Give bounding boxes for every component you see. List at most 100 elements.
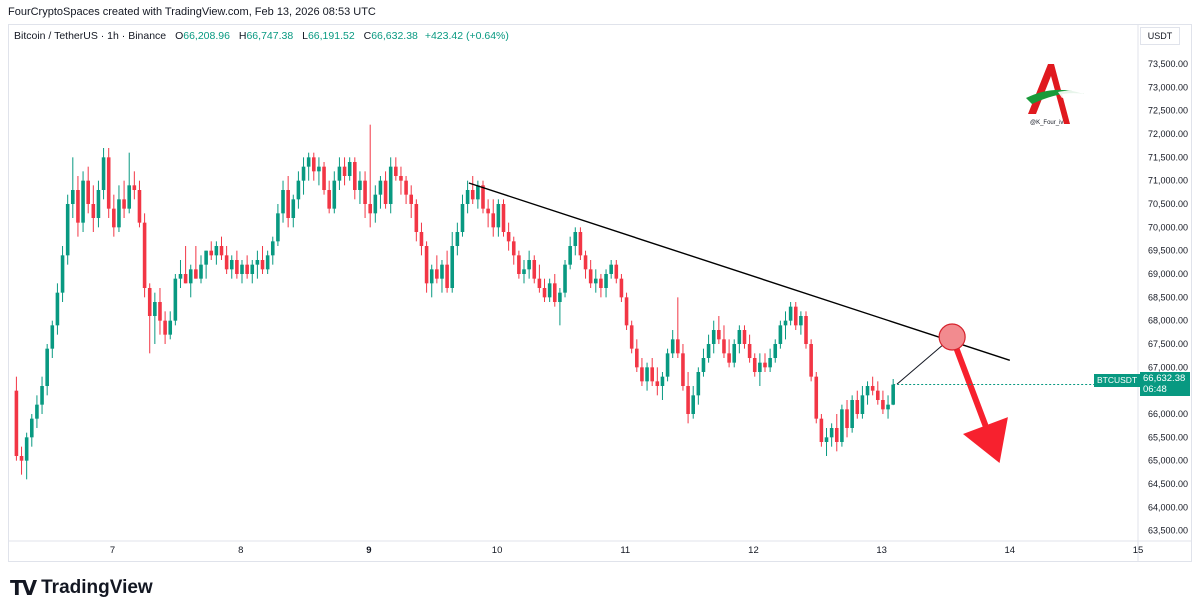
y-tick-label: 67,000.00	[1148, 362, 1188, 372]
candle-body	[306, 157, 311, 167]
ohlc-legend: Bitcoin / TetherUS · 1h · Binance O66,20…	[14, 30, 509, 42]
y-tick-label: 68,500.00	[1148, 292, 1188, 302]
tradingview-logo[interactable]: TV TradingView	[10, 576, 153, 600]
candle-body	[378, 180, 383, 195]
candle-body	[650, 367, 654, 382]
candle-body	[224, 255, 229, 270]
candle-body	[875, 390, 880, 400]
candle-body	[132, 185, 137, 190]
candle-body	[194, 269, 198, 279]
x-tick-label: 13	[876, 545, 887, 556]
candle-body	[706, 344, 711, 358]
y-tick-label: 73,500.00	[1148, 59, 1188, 69]
candle-body	[773, 344, 778, 358]
candle-body	[24, 437, 29, 461]
candle-body	[353, 162, 357, 190]
legend-open: 66,208.96	[183, 30, 230, 42]
candle-body	[814, 376, 819, 419]
candle-body	[81, 180, 85, 223]
candle-body	[476, 185, 480, 200]
candle-body	[142, 222, 147, 288]
y-tick-label: 65,000.00	[1148, 456, 1188, 466]
candle-body	[727, 353, 731, 363]
candle-body	[250, 264, 255, 274]
candle-body	[127, 185, 132, 209]
candle-body	[686, 386, 690, 414]
x-tick-label: 7	[110, 545, 115, 556]
y-tick-label: 71,500.00	[1148, 152, 1188, 162]
candle-body	[711, 330, 716, 344]
candle-body	[60, 255, 65, 293]
x-tick-label: 12	[748, 545, 759, 556]
candle-body	[153, 302, 157, 316]
candle-body	[455, 232, 460, 246]
candle-body	[855, 400, 860, 414]
candle-body	[281, 190, 285, 214]
candle-body	[245, 264, 249, 274]
candle-body	[742, 330, 747, 344]
author-watermark: @K_Four_iv	[1018, 58, 1094, 134]
chart-credit: FourCryptoSpaces created with TradingVie…	[8, 6, 376, 18]
candle-body	[865, 386, 870, 396]
candle-body	[527, 260, 531, 270]
candle-body	[840, 409, 844, 442]
y-tick-label: 72,500.00	[1148, 106, 1188, 116]
candle-body	[845, 409, 849, 428]
candle-body	[783, 320, 788, 326]
candle-body	[758, 362, 762, 372]
y-tick-label: 69,500.00	[1148, 246, 1188, 256]
candle-body	[265, 255, 270, 270]
legend-close-label: C	[363, 30, 372, 42]
candle-body	[850, 400, 854, 428]
candle-body	[424, 246, 429, 284]
candle-body	[363, 180, 367, 204]
candle-body	[301, 166, 306, 181]
candle-body	[834, 428, 839, 442]
candle-body	[886, 404, 890, 410]
candle-body	[96, 190, 101, 218]
candle-body	[655, 381, 660, 386]
legend-symbol[interactable]: Bitcoin / TetherUS · 1h · Binance	[14, 30, 167, 42]
candle-body	[204, 250, 208, 265]
candle-body	[29, 418, 34, 438]
candle-body	[635, 348, 639, 368]
candle-body	[640, 367, 644, 382]
candle-body	[332, 180, 337, 209]
candle-body	[558, 292, 562, 302]
candle-body	[270, 241, 275, 256]
y-tick-label: 67,500.00	[1148, 339, 1188, 349]
candle-body	[501, 204, 506, 232]
candle-body	[604, 274, 608, 288]
currency-selector[interactable]: USDT	[1140, 27, 1180, 45]
candle-body	[552, 283, 557, 302]
candle-body	[522, 269, 526, 274]
candle-body	[358, 180, 362, 190]
chart-frame	[8, 24, 1192, 562]
candle-body	[578, 232, 583, 256]
candle-body	[629, 325, 634, 349]
candle-body	[563, 264, 567, 293]
candle-body	[588, 269, 593, 284]
candle-body	[793, 306, 798, 326]
candle-body	[311, 157, 316, 172]
candle-body	[440, 264, 444, 279]
legend-change: +423.42 (+0.64%)	[424, 30, 509, 42]
candle-body	[460, 204, 465, 232]
candle-body	[722, 339, 726, 354]
candle-body	[768, 358, 772, 368]
candle-body	[732, 344, 737, 363]
y-tick-label: 64,500.00	[1148, 479, 1188, 489]
candle-body	[373, 194, 378, 214]
candle-body	[296, 180, 301, 200]
candle-body	[163, 320, 167, 335]
candle-body	[819, 418, 824, 442]
candle-body	[450, 246, 455, 288]
candle-body	[404, 180, 408, 195]
candle-body	[547, 283, 552, 298]
candle-body	[870, 386, 875, 391]
candle-body	[137, 190, 142, 223]
candle-body	[645, 367, 649, 382]
candle-body	[240, 264, 244, 274]
last-price-badge: 66,632.38 06:48	[1140, 372, 1190, 396]
